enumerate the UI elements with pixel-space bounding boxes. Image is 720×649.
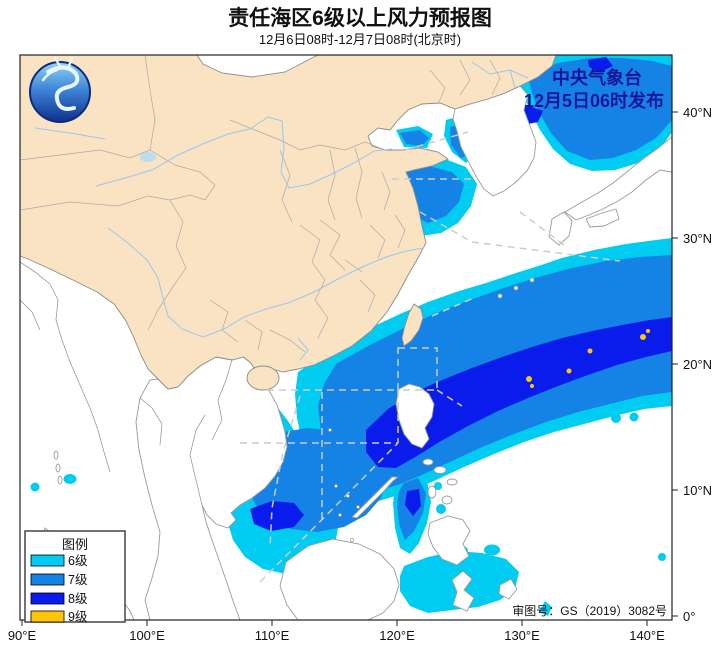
legend-label-level6: 6级 — [68, 554, 88, 568]
land-visayas — [441, 495, 453, 505]
legend-item: 6级 — [30, 554, 88, 568]
map-frame — [19, 54, 673, 621]
land-mindanao — [427, 515, 471, 566]
lon-labels: 90°E 100°E 110°E 120°E 130°E 140°E — [8, 628, 665, 643]
issuer-name: 中央气象台 — [552, 67, 642, 88]
legend-label-level9: 9级 — [68, 610, 88, 624]
legend: 图例 6级 7级 8级 9级 — [24, 530, 126, 624]
lat-label: 0° — [683, 609, 695, 624]
land-andaman — [57, 475, 63, 485]
china-taiwan-island — [401, 303, 424, 347]
legend-title: 图例 — [62, 537, 88, 552]
lon-label: 90°E — [8, 628, 37, 643]
land-visayas — [427, 485, 437, 499]
legend-swatch-level8 — [30, 592, 65, 605]
land-visayas — [433, 466, 447, 474]
lat-label: 20°N — [683, 357, 712, 372]
land-visayas — [446, 478, 458, 486]
land-visayas — [422, 458, 434, 466]
legend-label-level7: 7级 — [68, 573, 88, 587]
lat-labels: 40°N 30°N 20°N 10°N 0° — [683, 105, 712, 624]
land-luzon — [395, 383, 435, 449]
logo-dragon-swirl — [46, 65, 80, 111]
lon-label: 140°E — [629, 628, 665, 643]
legend-swatch-level7 — [30, 573, 65, 586]
lon-label: 100°E — [129, 628, 165, 643]
legend-item: 8级 — [30, 592, 88, 606]
land-andaman — [55, 463, 61, 473]
land-japan-shikoku — [585, 208, 620, 228]
land-sulawesi — [451, 570, 475, 612]
china-hainan-island — [246, 365, 280, 391]
legend-swatch-level9 — [30, 610, 65, 623]
sea-area-boundaries — [240, 131, 621, 583]
wind-area-level9 — [526, 329, 650, 388]
legend-item: 7级 — [30, 573, 88, 587]
land-indochina — [135, 356, 288, 620]
small-islands — [328, 277, 535, 542]
lon-label: 120°E — [379, 628, 415, 643]
lon-label: 110°E — [255, 628, 290, 643]
land-borneo — [279, 538, 400, 620]
rivers — [34, 61, 529, 361]
lat-label: 40°N — [683, 105, 712, 120]
land-japan-honshu — [564, 136, 672, 221]
lat-ticks — [672, 111, 678, 617]
lat-label: 30°N — [683, 231, 712, 246]
land-japan-kyushu — [548, 211, 573, 246]
lon-label: 130°E — [504, 628, 540, 643]
foreign-borders — [20, 261, 233, 506]
land-palawan — [351, 476, 400, 519]
foreign-land — [42, 85, 672, 620]
issuer-time: 12月5日06时发布 — [524, 90, 664, 111]
legend-item: 9级 — [30, 610, 88, 624]
legend-label-level8: 8级 — [68, 592, 88, 606]
province-borders — [20, 55, 501, 353]
map-approval-number: 审图号：GS（2019）3082号 — [512, 603, 667, 618]
china-landmass — [20, 55, 557, 390]
cma-logo — [29, 56, 91, 123]
map-layers: 中央气象台 12月5日06时发布 审图号：GS（2019）3082号 — [20, 55, 672, 620]
lon-ticks — [21, 620, 648, 626]
land-halmahera — [498, 578, 518, 600]
legend-swatch-level6 — [30, 554, 65, 567]
qinghai-lake — [140, 152, 156, 162]
page-subtitle: 12月6日08时-12月7日08时(北京时) — [259, 32, 461, 47]
land-andaman — [53, 450, 59, 460]
lat-label: 10°N — [683, 483, 712, 498]
page-title: 责任海区6级以上风力预报图 — [228, 6, 492, 30]
